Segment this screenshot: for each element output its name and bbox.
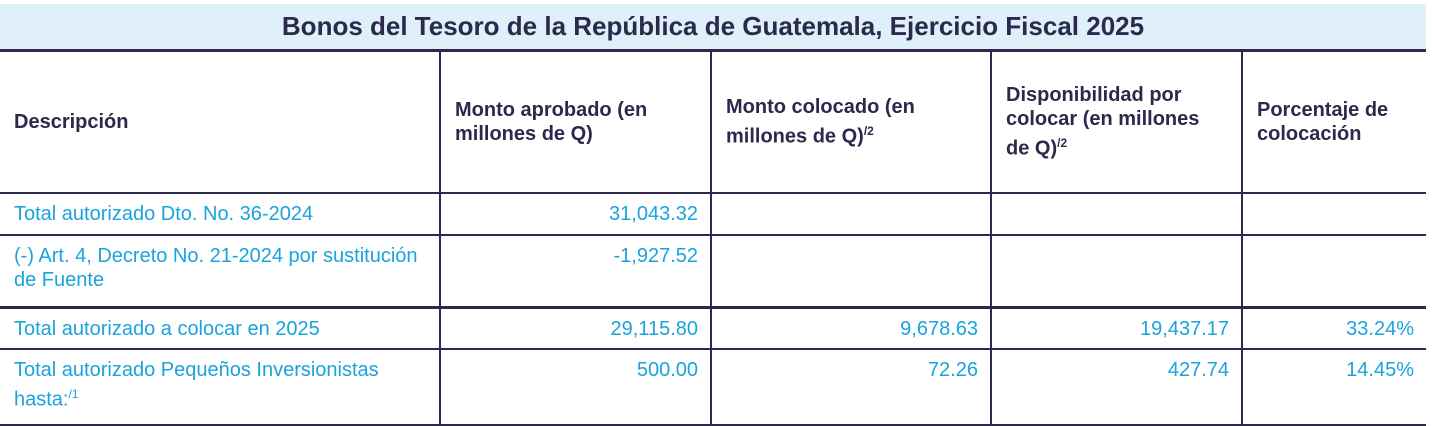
- header-disponibilidad: Disponibilidad por colocar (en millones …: [990, 52, 1243, 194]
- header-monto-colocado: Monto colocado (en millones de Q)/2: [710, 52, 992, 194]
- table-row: Total autorizado a colocar en 2025 29,11…: [0, 305, 1426, 350]
- header-row: Descripción Monto aprobado (en millones …: [0, 52, 1426, 194]
- cell-aprobado: 31,043.32: [439, 192, 712, 236]
- cell-porcentaje: [1241, 192, 1426, 236]
- header-descripcion: Descripción: [0, 52, 441, 194]
- cell-aprobado: 29,115.80: [439, 305, 712, 350]
- cell-descripcion: Total autorizado a colocar en 2025: [0, 305, 441, 350]
- cell-colocado: [710, 192, 992, 236]
- cell-colocado: [710, 234, 992, 308]
- cell-colocado: 9,678.63: [710, 305, 992, 350]
- cell-descripcion: Total autorizado Pequeños Inversionistas…: [0, 348, 441, 426]
- cell-descripcion: Total autorizado Dto. No. 36-2024: [0, 192, 441, 236]
- table-row: (-) Art. 4, Decreto No. 21-2024 por sust…: [0, 234, 1426, 308]
- cell-porcentaje: 14.45%: [1241, 348, 1426, 426]
- cell-descripcion: (-) Art. 4, Decreto No. 21-2024 por sust…: [0, 234, 441, 308]
- cell-disponibilidad: 19,437.17: [990, 305, 1243, 350]
- header-monto-aprobado: Monto aprobado (en millones de Q): [439, 52, 712, 194]
- cell-colocado: 72.26: [710, 348, 992, 426]
- cell-disponibilidad: [990, 234, 1243, 308]
- header-porcentaje: Porcentaje de colocación: [1241, 52, 1426, 194]
- cell-disponibilidad: [990, 192, 1243, 236]
- cell-disponibilidad: 427.74: [990, 348, 1243, 426]
- table-row: Total autorizado Pequeños Inversionistas…: [0, 348, 1426, 426]
- cell-porcentaje: [1241, 234, 1426, 308]
- table-title: Bonos del Tesoro de la República de Guat…: [0, 4, 1426, 52]
- cell-porcentaje: 33.24%: [1241, 305, 1426, 350]
- table-row: Total autorizado Dto. No. 36-2024 31,043…: [0, 192, 1426, 236]
- cell-aprobado: -1,927.52: [439, 234, 712, 308]
- bonds-table: Descripción Monto aprobado (en millones …: [0, 52, 1426, 426]
- cell-aprobado: 500.00: [439, 348, 712, 426]
